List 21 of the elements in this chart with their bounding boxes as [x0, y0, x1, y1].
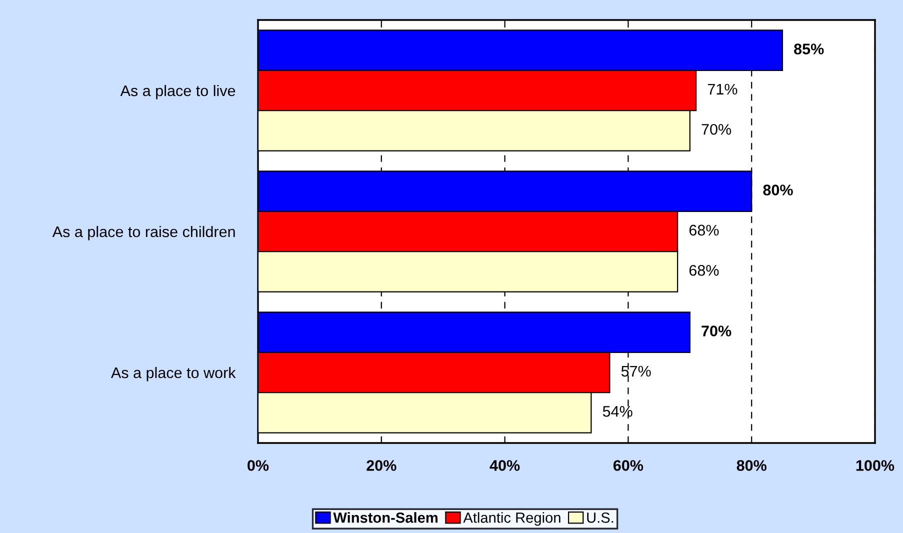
data-label: 70%	[702, 326, 732, 336]
legend-label: Winston-Salem	[333, 512, 438, 523]
legend-label: U.S.	[587, 512, 614, 523]
x-tick-label: 20%	[366, 460, 396, 471]
y-tick-label: As a place to raise children	[52, 226, 235, 240]
data-label: 85%	[794, 44, 824, 54]
x-tick-label: 100%	[856, 460, 894, 471]
data-label: 70%	[702, 124, 732, 135]
x-tick-label: 40%	[490, 460, 520, 471]
data-label: 57%	[621, 366, 651, 377]
x-tick-label: 0%	[248, 460, 269, 471]
x-tick-label: 60%	[613, 460, 644, 471]
x-tick-label: 80%	[736, 460, 766, 471]
y-tick-label: As a place to live	[120, 84, 236, 100]
data-label: 80%	[763, 184, 793, 196]
data-label: 71%	[708, 84, 738, 95]
data-label: 54%	[602, 406, 632, 417]
data-label: 68%	[689, 224, 719, 236]
legend-label: Atlantic Region	[463, 512, 560, 526]
y-tick-label: As a place to work	[110, 366, 236, 382]
data-label: 68%	[689, 264, 719, 276]
